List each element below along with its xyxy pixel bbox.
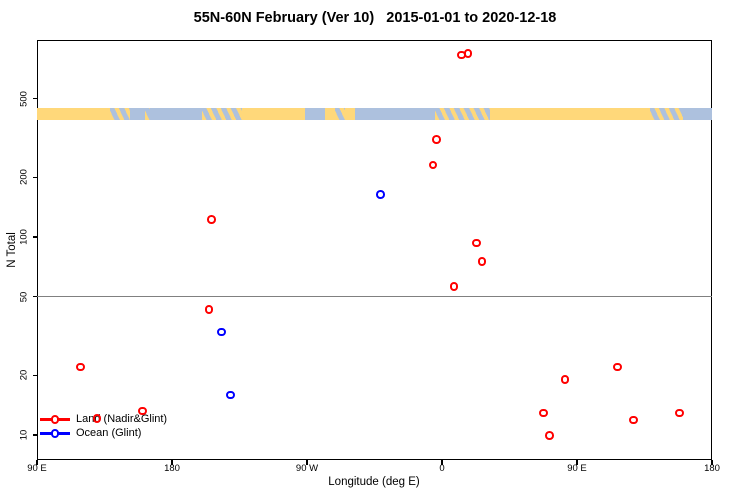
reference-line-50 [37, 295, 712, 298]
land-data-point [428, 160, 438, 170]
x-axis-tick-label: 90 W [295, 463, 319, 474]
y-axis-tick [32, 176, 37, 178]
y-axis-tick-label: 10 [18, 429, 30, 441]
ocean-data-point [217, 327, 226, 337]
map-strip-land-segment [489, 108, 650, 120]
map-strip-ocean-segment [354, 108, 436, 120]
y-axis-title: N Total [6, 232, 18, 268]
x-axis-tick [171, 460, 173, 465]
map-strip-ocean-segment [150, 108, 202, 120]
y-axis-tick [32, 98, 37, 100]
map-strip-mix-segment [649, 108, 683, 120]
map-strip-land-segment [344, 108, 355, 120]
x-axis-tick [36, 460, 38, 465]
x-axis-tick-label: 180 [704, 463, 720, 474]
land-data-point [613, 362, 623, 372]
land-data-point [560, 375, 570, 384]
land-data-point [449, 282, 459, 291]
x-axis-tick [576, 460, 578, 465]
x-axis-tick-label: 90 E [27, 463, 47, 474]
legend-marker-land-icon [50, 415, 60, 424]
map-strip-land-segment [37, 108, 110, 120]
y-axis-tick-label: 500 [18, 90, 30, 107]
x-axis-tick-label: 90 E [567, 463, 587, 474]
map-strip-mix-segment [145, 108, 151, 120]
y-axis-tick [32, 296, 37, 298]
land-data-point [539, 408, 548, 418]
x-axis-tick [306, 460, 308, 465]
land-data-point [432, 135, 441, 144]
land-data-point [477, 257, 487, 266]
y-axis-tick-label: 20 [18, 370, 30, 381]
x-axis-tick-label: 0 [439, 463, 445, 474]
land-data-point [545, 431, 554, 440]
land-ocean-map-strip [37, 108, 712, 120]
x-axis-tick [441, 460, 443, 465]
map-strip-ocean-segment [304, 108, 326, 120]
y-axis-tick-label: 200 [18, 169, 30, 186]
land-data-point [206, 215, 216, 224]
land-data-point [472, 238, 482, 248]
land-data-point [76, 362, 85, 372]
map-strip-ocean-segment [682, 108, 712, 120]
legend-marker-ocean-icon [50, 429, 60, 438]
map-strip-mix-segment [109, 108, 131, 120]
land-data-point [629, 415, 638, 425]
land-data-point [463, 48, 473, 58]
map-strip-mix-segment [201, 108, 243, 120]
x-axis-title: Longitude (deg E) [328, 476, 420, 488]
y-axis-tick [32, 236, 37, 238]
map-strip-ocean-segment [130, 108, 145, 120]
x-axis-tick [711, 460, 713, 465]
ocean-data-point [376, 189, 385, 199]
map-strip-land-segment [325, 108, 335, 120]
land-data-point [92, 414, 102, 423]
ocean-data-point [226, 390, 235, 400]
map-strip-mix-segment [435, 108, 490, 120]
land-data-point [675, 408, 684, 418]
y-axis-tick [32, 434, 37, 436]
land-data-point [204, 305, 214, 314]
map-strip-mix-segment [334, 108, 345, 120]
legend-label: Ocean (Glint) [76, 427, 142, 439]
y-axis-tick [32, 374, 37, 376]
plot-area-border [37, 40, 712, 460]
y-axis-tick-label: 50 [18, 291, 30, 302]
land-data-point [138, 406, 147, 416]
legend-label: Land (Nadir&Glint) [76, 413, 168, 425]
x-axis-tick-label: 180 [164, 463, 180, 474]
map-strip-land-segment [242, 108, 305, 120]
plot-title: 55N-60N February (Ver 10) 2015-01-01 to … [193, 10, 557, 26]
y-axis-tick-label: 100 [18, 229, 30, 245]
